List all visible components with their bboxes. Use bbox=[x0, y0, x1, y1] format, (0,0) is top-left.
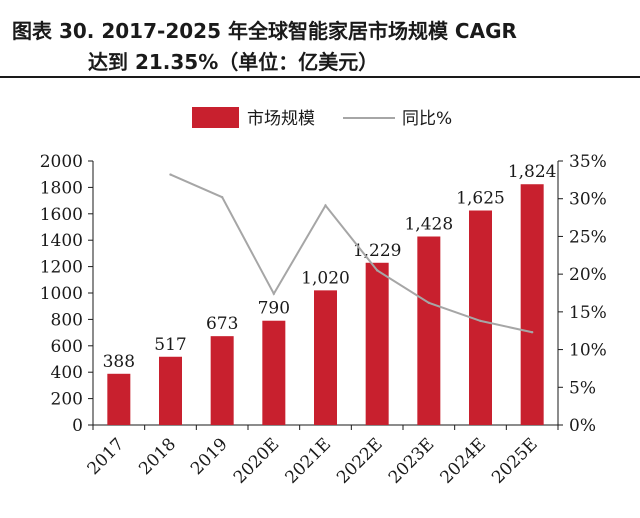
chart-title-line-2: 达到 21.35%（单位：亿美元） bbox=[88, 50, 379, 74]
chart-title: 图表 30. 2017-2025 年全球智能家居市场规模 CAGR 达到 21.… bbox=[0, 0, 640, 74]
growth-point bbox=[479, 319, 482, 323]
bar-2022E bbox=[365, 262, 389, 425]
bar-value-label: 1,824 bbox=[508, 162, 557, 182]
x-tick-label: 2020E bbox=[230, 434, 284, 488]
growth-point bbox=[375, 269, 379, 272]
x-tick-label: 2021E bbox=[282, 434, 336, 488]
x-tick-label: 2018 bbox=[135, 434, 180, 479]
y-tick-label: 1000 bbox=[40, 284, 83, 304]
y2-tick-label: 20% bbox=[569, 265, 607, 285]
bar-2023E bbox=[417, 236, 441, 425]
bar-2020E bbox=[262, 320, 286, 425]
growth-point bbox=[530, 331, 534, 334]
growth-line bbox=[170, 173, 533, 334]
y-tick-label: 2000 bbox=[40, 152, 83, 172]
bar-value-label: 790 bbox=[258, 299, 290, 319]
bar-value-label: 388 bbox=[103, 352, 135, 372]
y-tick-label: 800 bbox=[51, 310, 83, 330]
x-tick-label: 2022E bbox=[333, 434, 387, 488]
x-tick-label: 2024E bbox=[437, 434, 491, 488]
bar-value-label: 1,020 bbox=[301, 268, 350, 288]
x-tick-label: 2019 bbox=[187, 434, 232, 479]
bar-value-label: 673 bbox=[206, 314, 238, 334]
x-tick-label: 2025E bbox=[488, 434, 542, 488]
bar-2019 bbox=[210, 336, 234, 425]
growth-point bbox=[272, 292, 276, 295]
bar-2017 bbox=[107, 373, 131, 425]
bar-2018 bbox=[159, 356, 182, 425]
y-tick-label: 0 bbox=[72, 416, 83, 436]
legend-bar-label: 市场规模 bbox=[247, 109, 315, 129]
y-tick-label: 1600 bbox=[40, 205, 83, 225]
bar-2021E bbox=[314, 290, 337, 425]
bar-value-label: 1,229 bbox=[353, 241, 402, 261]
bar-2025E bbox=[520, 184, 544, 425]
legend-line-label: 同比% bbox=[402, 109, 452, 129]
y-tick-label: 1800 bbox=[40, 178, 83, 198]
y2-tick-label: 0% bbox=[569, 416, 596, 436]
y-tick-label: 600 bbox=[51, 337, 83, 357]
growth-point bbox=[220, 196, 224, 199]
y2-tick-label: 25% bbox=[569, 227, 607, 247]
y-tick-label: 400 bbox=[51, 363, 83, 383]
y2-tick-label: 5% bbox=[569, 378, 596, 398]
x-tick-label: 2017 bbox=[84, 434, 129, 479]
bar-value-label: 517 bbox=[154, 335, 186, 355]
legend-bar-swatch bbox=[192, 107, 239, 128]
growth-point bbox=[324, 204, 327, 207]
bar-value-label: 1,625 bbox=[456, 189, 505, 209]
title-divider bbox=[0, 76, 640, 78]
y2-tick-label: 35% bbox=[569, 152, 607, 172]
y-tick-label: 1400 bbox=[40, 231, 83, 251]
growth-point bbox=[427, 301, 431, 305]
y2-tick-label: 30% bbox=[569, 190, 607, 210]
y2-tick-label: 10% bbox=[569, 341, 607, 361]
y-tick-label: 1200 bbox=[40, 258, 83, 278]
chart-title-line-1: 图表 30. 2017-2025 年全球智能家居市场规模 CAGR bbox=[12, 19, 517, 43]
growth-point bbox=[169, 173, 172, 176]
bar-2024E bbox=[469, 210, 492, 425]
y-tick-label: 200 bbox=[51, 390, 83, 410]
y2-tick-label: 15% bbox=[569, 303, 607, 323]
x-tick-label: 2023E bbox=[385, 434, 439, 488]
bar-value-label: 1,428 bbox=[404, 215, 453, 235]
